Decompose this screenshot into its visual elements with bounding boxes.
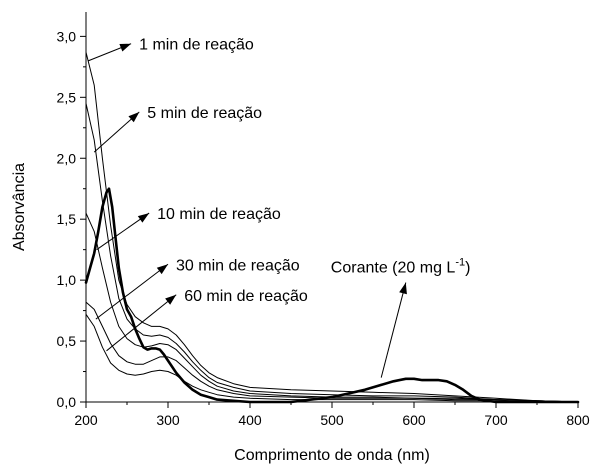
- axes: 200 300 400 500 600 700 800 0,0 0,5 1,0 1,5 2,0 2,5…: [11, 12, 590, 464]
- x-tick-label: 200: [74, 412, 98, 428]
- y-tick-label: 1,5: [57, 211, 77, 227]
- y-tick-label: 2,0: [57, 150, 77, 166]
- y-axis-title: Absorvância: [11, 163, 28, 251]
- x-tick-label: 300: [156, 412, 180, 428]
- annotation-label-2: 5 min de reação: [147, 105, 262, 122]
- annotations: 1 min de reação 5 min de reação 10 min de …: [88, 37, 470, 378]
- annotation-arrow-head: [399, 282, 407, 295]
- annotation-label-6: Corante (20 mg L-1): [331, 257, 471, 277]
- x-tick-label: 600: [402, 412, 426, 428]
- annotation-arrow-line: [380, 282, 407, 378]
- x-ticks: 200 300 400 500 600 700 800: [74, 402, 590, 428]
- y-tick-label: 1,0: [57, 272, 77, 288]
- x-tick-label: 500: [320, 412, 344, 428]
- annotation-arrow-head: [156, 264, 168, 275]
- y-ticks: 0,0 0,5 1,0 1,5 2,0 2,5 3,0: [57, 28, 86, 410]
- series-lines: [84, 51, 580, 404]
- x-tick-label: 800: [566, 412, 590, 428]
- annotation-arrow-head: [165, 294, 177, 305]
- y-tick-label: 0,0: [57, 394, 77, 410]
- series-line-2: [85, 102, 579, 403]
- annotation-arrow-line: [106, 294, 177, 352]
- x-axis-title: Comprimento de onda (nm): [234, 447, 430, 464]
- annotation-arrow-head: [137, 213, 150, 223]
- series-line-6: [84, 187, 580, 404]
- annotation-label-1: 1 min de reação: [139, 37, 254, 54]
- annotation-label-3: 10 min de reação: [157, 206, 281, 223]
- annotation-arrow-head: [128, 111, 140, 123]
- x-tick-label: 700: [484, 412, 508, 428]
- x-tick-label: 400: [238, 412, 262, 428]
- series-line-4: [85, 301, 579, 403]
- annotation-arrow-line: [95, 263, 169, 320]
- annotation-label-4: 30 min de reação: [176, 257, 300, 274]
- series-line-5: [85, 313, 579, 403]
- annotation-label-5: 60 min de reação: [184, 288, 308, 305]
- y-tick-label: 2,5: [57, 89, 77, 105]
- y-tick-label: 3,0: [57, 28, 77, 44]
- annotation-arrow-head: [119, 43, 132, 52]
- y-tick-label: 0,5: [57, 333, 77, 349]
